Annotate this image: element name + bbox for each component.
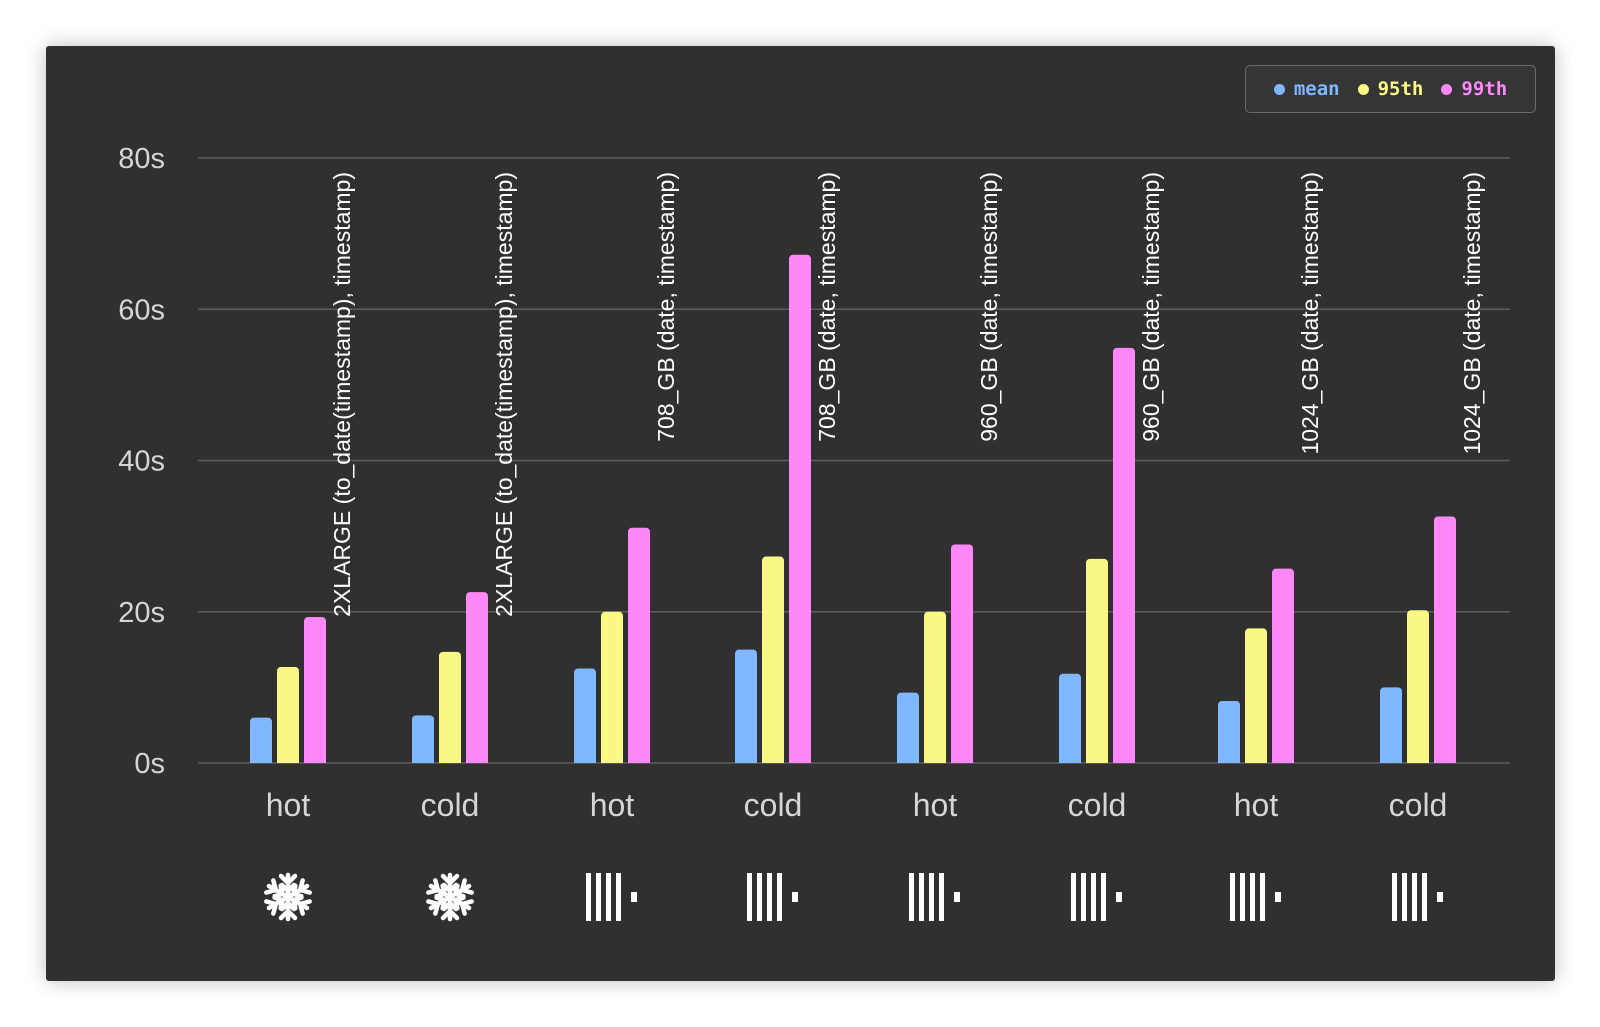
p99-bar-base — [951, 757, 973, 763]
legend-label-95th: 95th — [1377, 78, 1424, 100]
p99-bar — [304, 617, 326, 763]
bar-group-annotation: 708_GB (date, timestamp) — [653, 172, 679, 442]
x-category-label: hot — [590, 787, 635, 823]
y-tick-label: 60s — [118, 294, 165, 326]
mean-bar-base — [1059, 757, 1081, 763]
mean-bar-base — [412, 757, 434, 763]
p95-bar-base — [277, 757, 299, 763]
x-category-label: hot — [266, 787, 311, 823]
barcode-icon — [909, 873, 960, 921]
p99-bar-base — [304, 757, 326, 763]
p95-bar — [277, 666, 299, 763]
mean-bar-base — [1380, 757, 1402, 763]
p95-bar-base — [762, 757, 784, 763]
barcode-icon — [1071, 873, 1122, 921]
p95-bar-base — [439, 757, 461, 763]
p99-bar-base — [466, 757, 488, 763]
y-tick-label: 40s — [118, 446, 165, 478]
mean-bar — [412, 715, 434, 763]
p95-bar-base — [1245, 757, 1267, 763]
p99-bar-base — [628, 757, 650, 763]
x-category-label: cold — [1389, 787, 1448, 823]
x-category-label: cold — [1068, 787, 1127, 823]
mean-bar — [1059, 673, 1081, 763]
mean-bar-base — [897, 757, 919, 763]
bar-group-annotation: 1024_GB (date, timestamp) — [1459, 172, 1485, 455]
bar-group-annotation: 2XLARGE (to_date(timestamp), timestamp) — [491, 172, 517, 617]
p99-bar-base — [1434, 757, 1456, 763]
bar-group-annotation: 960_GB (date, timestamp) — [976, 172, 1002, 442]
y-tick-label: 80s — [118, 143, 165, 175]
bar-group-annotation: 1024_GB (date, timestamp) — [1297, 172, 1323, 455]
mean-bar — [1380, 687, 1402, 763]
mean-bar — [574, 668, 596, 763]
p99-bar — [951, 544, 973, 763]
x-category-label: cold — [744, 787, 803, 823]
mean-bar — [1218, 700, 1240, 763]
p95-bar — [1086, 558, 1108, 763]
barcode-icon — [1392, 873, 1443, 921]
p95-bar-base — [1086, 757, 1108, 763]
mean-bar — [250, 717, 272, 763]
mean-bar — [735, 649, 757, 763]
p95-bar — [439, 651, 461, 763]
legend-dot-99th — [1441, 83, 1453, 95]
p95-bar — [1245, 628, 1267, 763]
x-category-label: hot — [1234, 787, 1279, 823]
snowflake-icon — [264, 872, 312, 922]
p99-bar-base — [1272, 757, 1294, 763]
bar-group-annotation: 2XLARGE (to_date(timestamp), timestamp) — [329, 172, 355, 617]
legend-label-mean: mean — [1293, 78, 1340, 100]
y-tick-label: 20s — [118, 597, 165, 629]
legend-item-95th: 95th — [1357, 78, 1424, 100]
p95-bar — [924, 611, 946, 763]
p99-bar — [1272, 568, 1294, 763]
legend-label-99th: 99th — [1461, 78, 1508, 100]
mean-bar — [897, 692, 919, 763]
p99-bar — [1434, 516, 1456, 763]
legend-dot-95th — [1357, 83, 1369, 95]
barcode-icon — [747, 873, 798, 921]
p99-bar — [628, 527, 650, 763]
bar-group-annotation: 960_GB (date, timestamp) — [1138, 172, 1164, 442]
p99-bar — [789, 254, 811, 764]
p95-bar — [601, 611, 623, 763]
barcode-icon — [586, 873, 637, 921]
p95-bar — [762, 556, 784, 763]
bar-group-annotation: 708_GB (date, timestamp) — [814, 172, 840, 442]
p99-bar — [1113, 347, 1135, 763]
p95-bar-base — [1407, 757, 1429, 763]
p95-bar — [1407, 610, 1429, 763]
barcode-icon — [1230, 873, 1281, 921]
legend: mean 95th 99th — [1245, 65, 1536, 113]
legend-dot-mean — [1273, 83, 1285, 95]
legend-item-mean: mean — [1273, 78, 1340, 100]
mean-bar-base — [1218, 757, 1240, 763]
p95-bar-base — [924, 757, 946, 763]
p99-bar-base — [1113, 757, 1135, 763]
mean-bar-base — [574, 757, 596, 763]
mean-bar-base — [735, 757, 757, 763]
p95-bar-base — [601, 757, 623, 763]
p99-bar-base — [789, 757, 811, 763]
snowflake-icon — [426, 872, 474, 922]
legend-item-99th: 99th — [1441, 78, 1507, 100]
y-tick-label: 0s — [134, 748, 165, 780]
mean-bar-base — [250, 757, 272, 763]
chart-panel: 0s 20s 40s 60s 80s 2XLARGE (to_date(timestamp… — [46, 46, 1555, 981]
x-category-label: hot — [913, 787, 958, 823]
x-category-label: cold — [421, 787, 480, 823]
p99-bar — [466, 592, 488, 763]
